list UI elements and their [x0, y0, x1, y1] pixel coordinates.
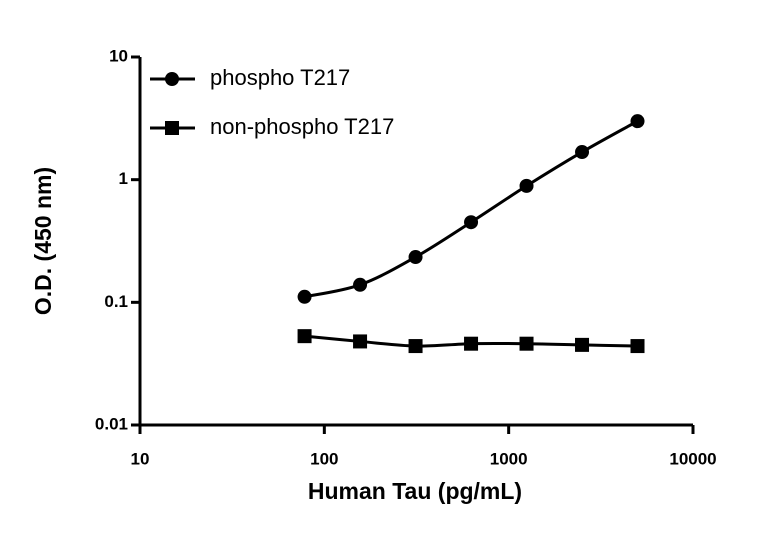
- point: [464, 336, 479, 351]
- point: [297, 289, 312, 304]
- point: [297, 329, 312, 344]
- point: [630, 114, 645, 129]
- y-tick-label: 0.01: [95, 414, 128, 433]
- y-axis-title: O.D. (450 nm): [30, 167, 56, 315]
- legend-label: non-phospho T217: [210, 114, 394, 139]
- x-tick-label: 100: [310, 449, 338, 468]
- point: [408, 250, 423, 265]
- legend-marker: [165, 121, 179, 135]
- x-tick-label: 10000: [669, 449, 716, 468]
- point: [630, 339, 645, 354]
- legend-label: phospho T217: [210, 65, 350, 90]
- y-tick-label: 1: [119, 169, 128, 188]
- point: [464, 215, 479, 230]
- y-tick-label: 0.1: [104, 292, 128, 311]
- point: [575, 145, 590, 160]
- point: [408, 339, 423, 354]
- y-tick-label: 10: [109, 46, 128, 65]
- x-tick-label: 10: [131, 449, 150, 468]
- legend-marker: [165, 72, 179, 86]
- point: [575, 337, 590, 352]
- point: [519, 336, 534, 351]
- point: [519, 178, 534, 193]
- series-line: [304, 119, 639, 299]
- point: [353, 277, 368, 292]
- point: [353, 334, 368, 349]
- x-tick-label: 1000: [490, 449, 528, 468]
- x-axis-title: Human Tau (pg/mL): [308, 478, 522, 504]
